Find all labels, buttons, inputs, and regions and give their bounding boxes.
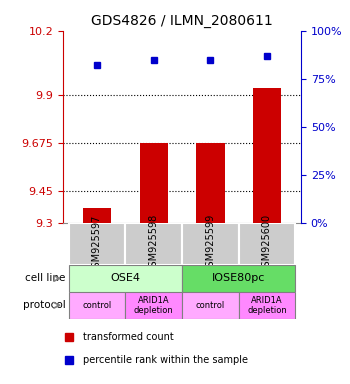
Text: transformed count: transformed count [83, 332, 173, 342]
Text: ARID1A
depletion: ARID1A depletion [247, 296, 287, 315]
Text: cell line: cell line [26, 273, 66, 283]
Text: GSM925597: GSM925597 [92, 214, 102, 273]
Bar [253, 88, 281, 223]
FancyBboxPatch shape [125, 223, 182, 265]
Text: IOSE80pc: IOSE80pc [212, 273, 265, 283]
Bar [196, 143, 224, 223]
Bar [140, 143, 168, 223]
Text: ARID1A
depletion: ARID1A depletion [134, 296, 174, 315]
FancyBboxPatch shape [69, 223, 125, 265]
Text: protocol: protocol [23, 300, 66, 310]
Text: GSM925599: GSM925599 [205, 214, 215, 273]
Text: percentile rank within the sample: percentile rank within the sample [83, 355, 247, 365]
FancyBboxPatch shape [125, 292, 182, 319]
FancyBboxPatch shape [69, 292, 125, 319]
FancyBboxPatch shape [239, 223, 295, 265]
Text: GSM925600: GSM925600 [262, 214, 272, 273]
Text: GSM925598: GSM925598 [149, 214, 159, 273]
FancyBboxPatch shape [182, 265, 295, 292]
FancyBboxPatch shape [182, 223, 239, 265]
FancyBboxPatch shape [69, 265, 182, 292]
Title: GDS4826 / ILMN_2080611: GDS4826 / ILMN_2080611 [91, 14, 273, 28]
Text: control: control [82, 301, 112, 310]
FancyBboxPatch shape [239, 292, 295, 319]
FancyBboxPatch shape [182, 292, 239, 319]
Text: OSE4: OSE4 [110, 273, 140, 283]
Bar [83, 208, 111, 223]
Text: control: control [196, 301, 225, 310]
